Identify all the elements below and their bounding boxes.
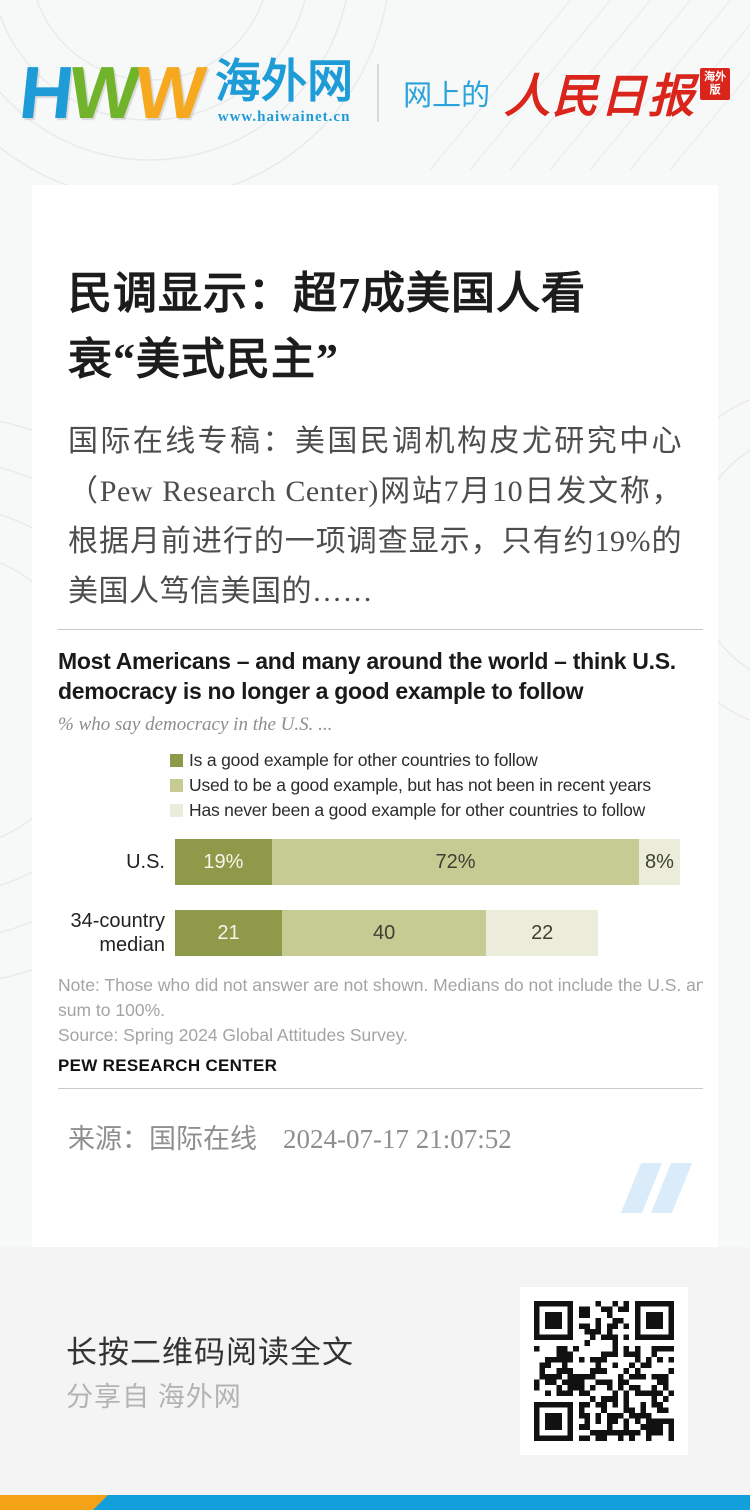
bar-segment-median-usedto: 40 bbox=[282, 910, 487, 956]
share-from-text: 分享自 海外网 bbox=[66, 1382, 242, 1412]
chart-note-line2: sum to 100%. bbox=[58, 1000, 165, 1020]
bar-segment-us-usedto: 72% bbox=[271, 839, 640, 885]
legend-swatch-dark-olive bbox=[170, 754, 183, 767]
bottom-bar-orange bbox=[0, 1495, 108, 1510]
qr-cta-text: 长按二维码阅读全文 bbox=[66, 1335, 354, 1370]
double-slash-quote-icon bbox=[620, 1163, 693, 1213]
site-name: 海外网 bbox=[215, 56, 354, 107]
chart-bars: U.S. 19% 72% 8% 34-country median 21 40 … bbox=[58, 839, 703, 957]
site-header: H W W 海外网 www.haiwainet.cn 网上的 人民日报 海外版 bbox=[0, 0, 750, 185]
article-title: 民调显示：超7成美国人看衰“美式民主” bbox=[68, 269, 586, 384]
legend-swatch-olive bbox=[170, 779, 183, 792]
article-card: 民调显示：超7成美国人看衰“美式民主” 国际在线专稿：美国民调机构皮尤研究中心（… bbox=[32, 185, 718, 1247]
chart-legend: Is a good example for other countries to… bbox=[170, 748, 703, 823]
chart-credit: PEW RESEARCH CENTER bbox=[58, 1056, 278, 1075]
legend-item-good-example: Is a good example for other countries to… bbox=[170, 748, 703, 773]
legend-swatch-cream bbox=[170, 804, 183, 817]
bottom-color-bar bbox=[0, 1495, 750, 1510]
logo-letter-w1: W bbox=[65, 50, 140, 134]
bar-track-us: 19% 72% 8% bbox=[175, 839, 680, 885]
bar-row-us: U.S. 19% 72% 8% bbox=[58, 839, 703, 885]
chart-note: Note: Those who did not answer are not s… bbox=[58, 973, 703, 1048]
bar-segment-median-good: 21 bbox=[175, 910, 283, 956]
qr-code[interactable] bbox=[520, 1287, 688, 1455]
qr-code-image[interactable] bbox=[534, 1301, 674, 1441]
bar-category-label: U.S. bbox=[126, 851, 165, 873]
logo-letter-h: H bbox=[15, 50, 74, 134]
header-divider bbox=[377, 63, 380, 122]
site-tagline: 网上的 bbox=[403, 79, 491, 112]
chart-title: Most Americans – and many around the wor… bbox=[58, 648, 676, 704]
legend-item-never-been: Has never been a good example for other … bbox=[170, 798, 703, 823]
bar-segment-median-never: 22 bbox=[486, 910, 599, 956]
hww-logo: H W W bbox=[15, 50, 206, 134]
bar-category-label: 34-country median bbox=[70, 910, 166, 956]
legend-label: Used to be a good example, but has not b… bbox=[189, 775, 651, 795]
bar-track-median: 21 40 22 bbox=[175, 910, 599, 956]
bar-segment-us-good: 19% bbox=[175, 839, 272, 885]
bottom-bar-blue bbox=[0, 1495, 750, 1510]
chart-note-line1: Note: Those who did not answer are not s… bbox=[58, 975, 703, 995]
chart-note-line3: Source: Spring 2024 Global Attitudes Sur… bbox=[58, 1025, 408, 1045]
site-url: www.haiwainet.cn bbox=[217, 109, 351, 125]
bar-segment-us-never: 8% bbox=[639, 839, 680, 885]
article-excerpt: 国际在线专稿：美国民调机构皮尤研究中心（Pew Research Center)… bbox=[68, 425, 682, 608]
logo-letter-w2: W bbox=[130, 50, 206, 134]
peoples-daily-wordmark: 人民日报 bbox=[504, 70, 697, 122]
legend-label: Has never been a good example for other … bbox=[189, 800, 646, 820]
legend-item-used-to-be: Used to be a good example, but has not b… bbox=[170, 773, 703, 798]
bar-row-median: 34-country median 21 40 22 bbox=[58, 909, 703, 957]
share-footer: 长按二维码阅读全文 分享自 海外网 bbox=[0, 1247, 750, 1510]
overseas-edition-badge: 海外版 bbox=[700, 67, 731, 100]
source-label: 来源：国际在线 bbox=[68, 1124, 257, 1154]
site-name-block: 海外网 www.haiwainet.cn bbox=[215, 59, 353, 126]
legend-label: Is a good example for other countries to… bbox=[189, 750, 538, 770]
publish-timestamp: 2024-07-17 21:07:52 bbox=[283, 1124, 512, 1154]
chart-subtitle: % who say democracy in the U.S. ... bbox=[58, 714, 333, 735]
source-row: 来源：国际在线 2024-07-17 21:07:52 bbox=[68, 1117, 682, 1156]
pew-chart: Most Americans – and many around the wor… bbox=[58, 629, 703, 1089]
